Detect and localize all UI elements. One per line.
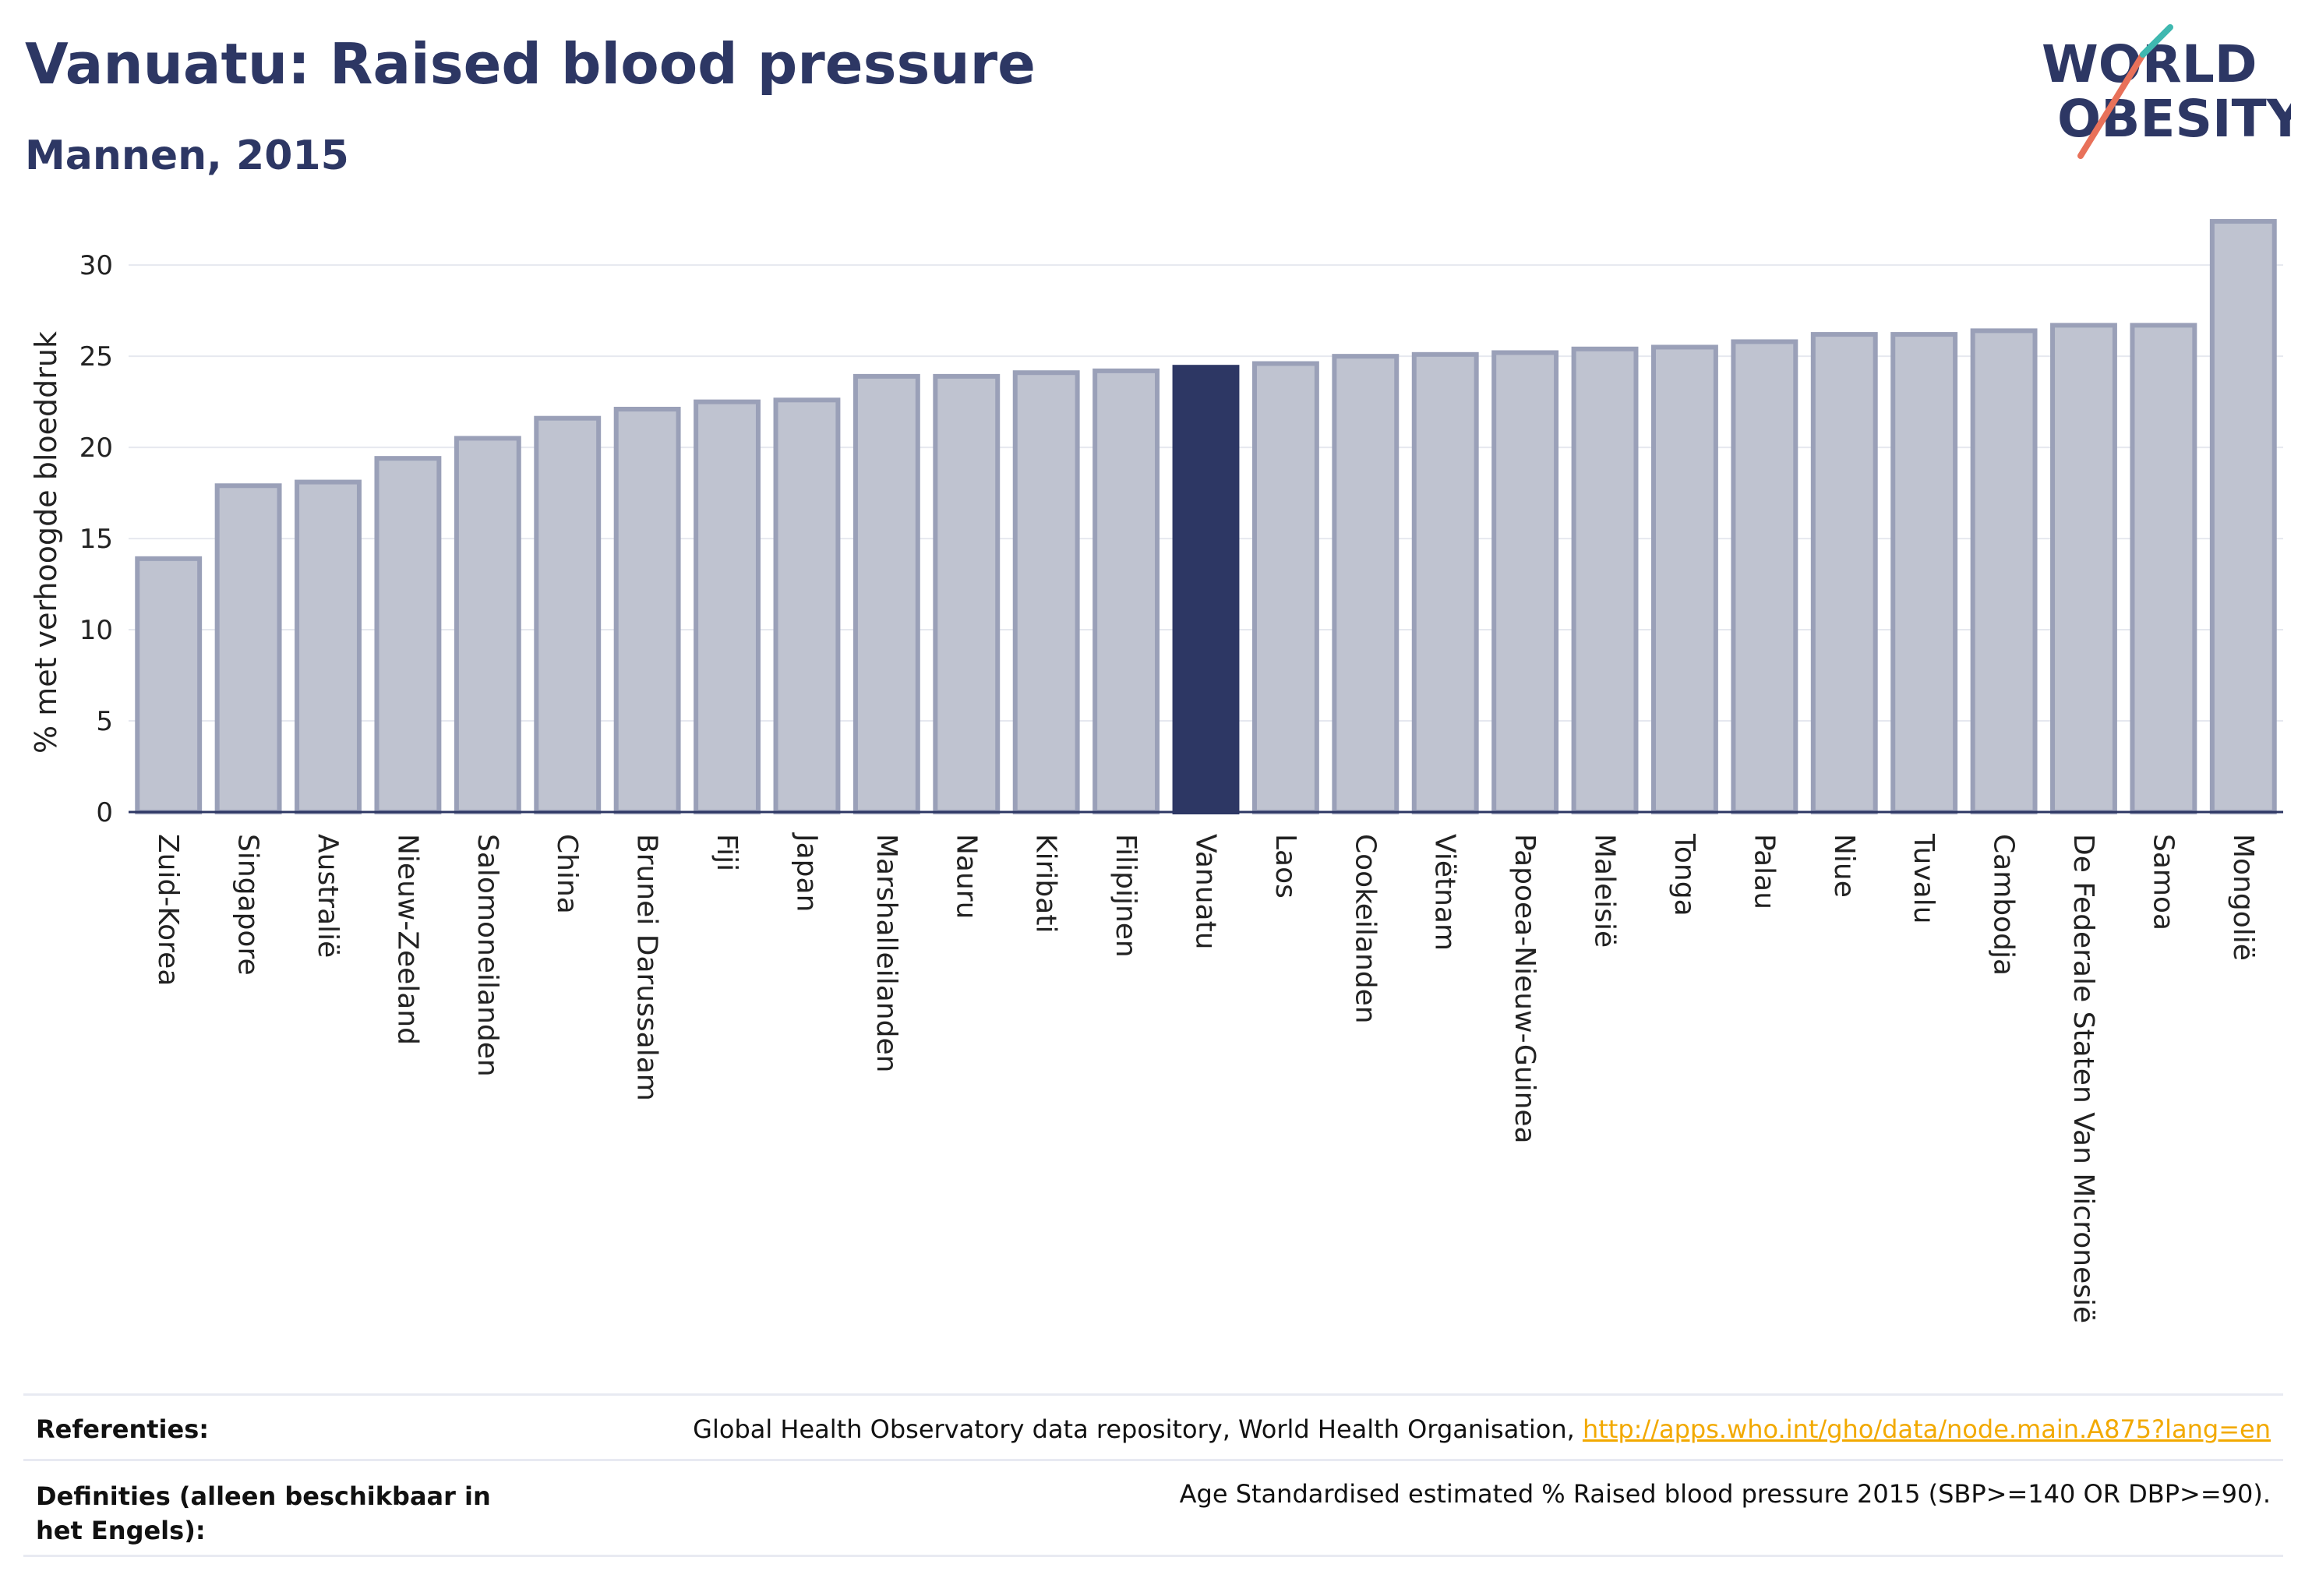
bar — [2209, 219, 2277, 814]
bar — [295, 479, 362, 814]
bar — [1332, 354, 1400, 815]
definitions-value: Age Standardised estimated % Raised bloo… — [1179, 1479, 2271, 1509]
bar — [1651, 344, 1718, 815]
x-tick-label: De Federale Staten Van Micronesië — [2067, 834, 2099, 1323]
y-tick-label: 10 — [79, 615, 113, 646]
x-tick-label: Samoa — [2147, 834, 2179, 930]
x-tick-label: Palau — [1748, 834, 1780, 909]
x-tick-label: Tuvalu — [1908, 833, 1940, 924]
x-tick-label: Papoea-Nieuw-Guinea — [1509, 834, 1541, 1144]
bar — [1411, 351, 1479, 814]
bar — [1172, 365, 1240, 814]
references-value: Global Health Observatory data repositor… — [693, 1414, 2271, 1444]
footer-divider-middle — [23, 1459, 2283, 1461]
y-tick-label: 20 — [79, 433, 113, 464]
bar — [454, 436, 521, 814]
bar — [2050, 323, 2117, 814]
references-link[interactable]: http://apps.who.int/gho/data/node.main.A… — [1582, 1414, 2271, 1444]
x-tick-label: Laos — [1269, 834, 1301, 899]
x-tick-label: Singapore — [232, 834, 264, 976]
y-axis-label: % met verhoogde bloeddruk — [29, 331, 63, 754]
x-tick-label: Cambodja — [1988, 834, 2020, 976]
bar — [1092, 368, 1160, 815]
x-tick-label: Tonga — [1668, 833, 1700, 916]
x-tick-label: Marshalleilanden — [870, 834, 902, 1072]
x-tick-label: Cookeilanden — [1349, 834, 1381, 1024]
bar — [214, 483, 282, 814]
x-tick-label: Maleisië — [1589, 834, 1621, 948]
y-tick-label: 5 — [96, 706, 113, 737]
x-tick-label: Fiji — [711, 834, 743, 871]
x-tick-label: Nieuw-Zeeland — [391, 834, 423, 1045]
bar — [374, 456, 442, 815]
page-title: Vanuatu: Raised blood pressure — [25, 31, 1036, 97]
y-tick-label: 0 — [96, 797, 113, 828]
x-tick-label: Nauru — [950, 834, 982, 919]
x-tick-label: Viëtnam — [1429, 834, 1461, 951]
bar — [534, 415, 602, 814]
y-tick-label: 15 — [79, 524, 113, 555]
y-tick-label: 25 — [79, 341, 113, 373]
bar — [1890, 332, 1958, 814]
x-tick-label: Australië — [312, 834, 344, 958]
bar — [1012, 370, 1080, 814]
bar-chart: 0 5 10 15 20 25 30 % met verhoogde bloeddruk Zui… — [29, 219, 2283, 1323]
x-tick-label: Brunei Darussalam — [631, 834, 663, 1101]
references-row: Referenties: Global Health Observatory d… — [23, 1414, 2283, 1461]
bar — [135, 556, 203, 814]
bar — [1251, 361, 1319, 814]
references-text: Global Health Observatory data repositor… — [693, 1414, 1583, 1444]
references-label: Referenties: — [36, 1414, 210, 1444]
x-tick-label: China — [551, 834, 583, 914]
x-tick-label: Japan — [790, 832, 822, 912]
x-tick-label: Niue — [1828, 834, 1860, 898]
x-tick-label: Vanuatu — [1190, 834, 1222, 950]
bar — [852, 373, 920, 815]
bar — [933, 373, 1001, 815]
x-tick-label: Filipijnen — [1110, 834, 1142, 958]
footer-divider-top — [23, 1393, 2283, 1396]
bar — [2130, 323, 2197, 814]
footer-divider-bottom — [23, 1555, 2283, 1557]
definitions-row: Definities (alleen beschikbaar in het En… — [23, 1479, 2283, 1549]
bar — [1731, 339, 1798, 815]
x-tick-label: Salomoneilanden — [471, 834, 503, 1077]
definitions-label: Definities (alleen beschikbaar in het En… — [36, 1481, 491, 1545]
y-tick-label: 30 — [79, 250, 113, 281]
x-tick-label: Mongolië — [2227, 834, 2259, 961]
x-tick-label: Zuid-Korea — [152, 834, 184, 986]
logo-text-obesity: OBESITY — [2057, 89, 2291, 149]
x-tick-label: Kiribati — [1030, 834, 1062, 933]
bar — [694, 399, 761, 814]
page-subtitle: Mannen, 2015 — [25, 132, 349, 179]
bar — [773, 397, 841, 814]
bar — [1491, 350, 1559, 814]
bar — [1571, 346, 1639, 814]
bar — [613, 406, 681, 814]
bar — [1970, 328, 2038, 814]
bar — [1810, 332, 1878, 814]
